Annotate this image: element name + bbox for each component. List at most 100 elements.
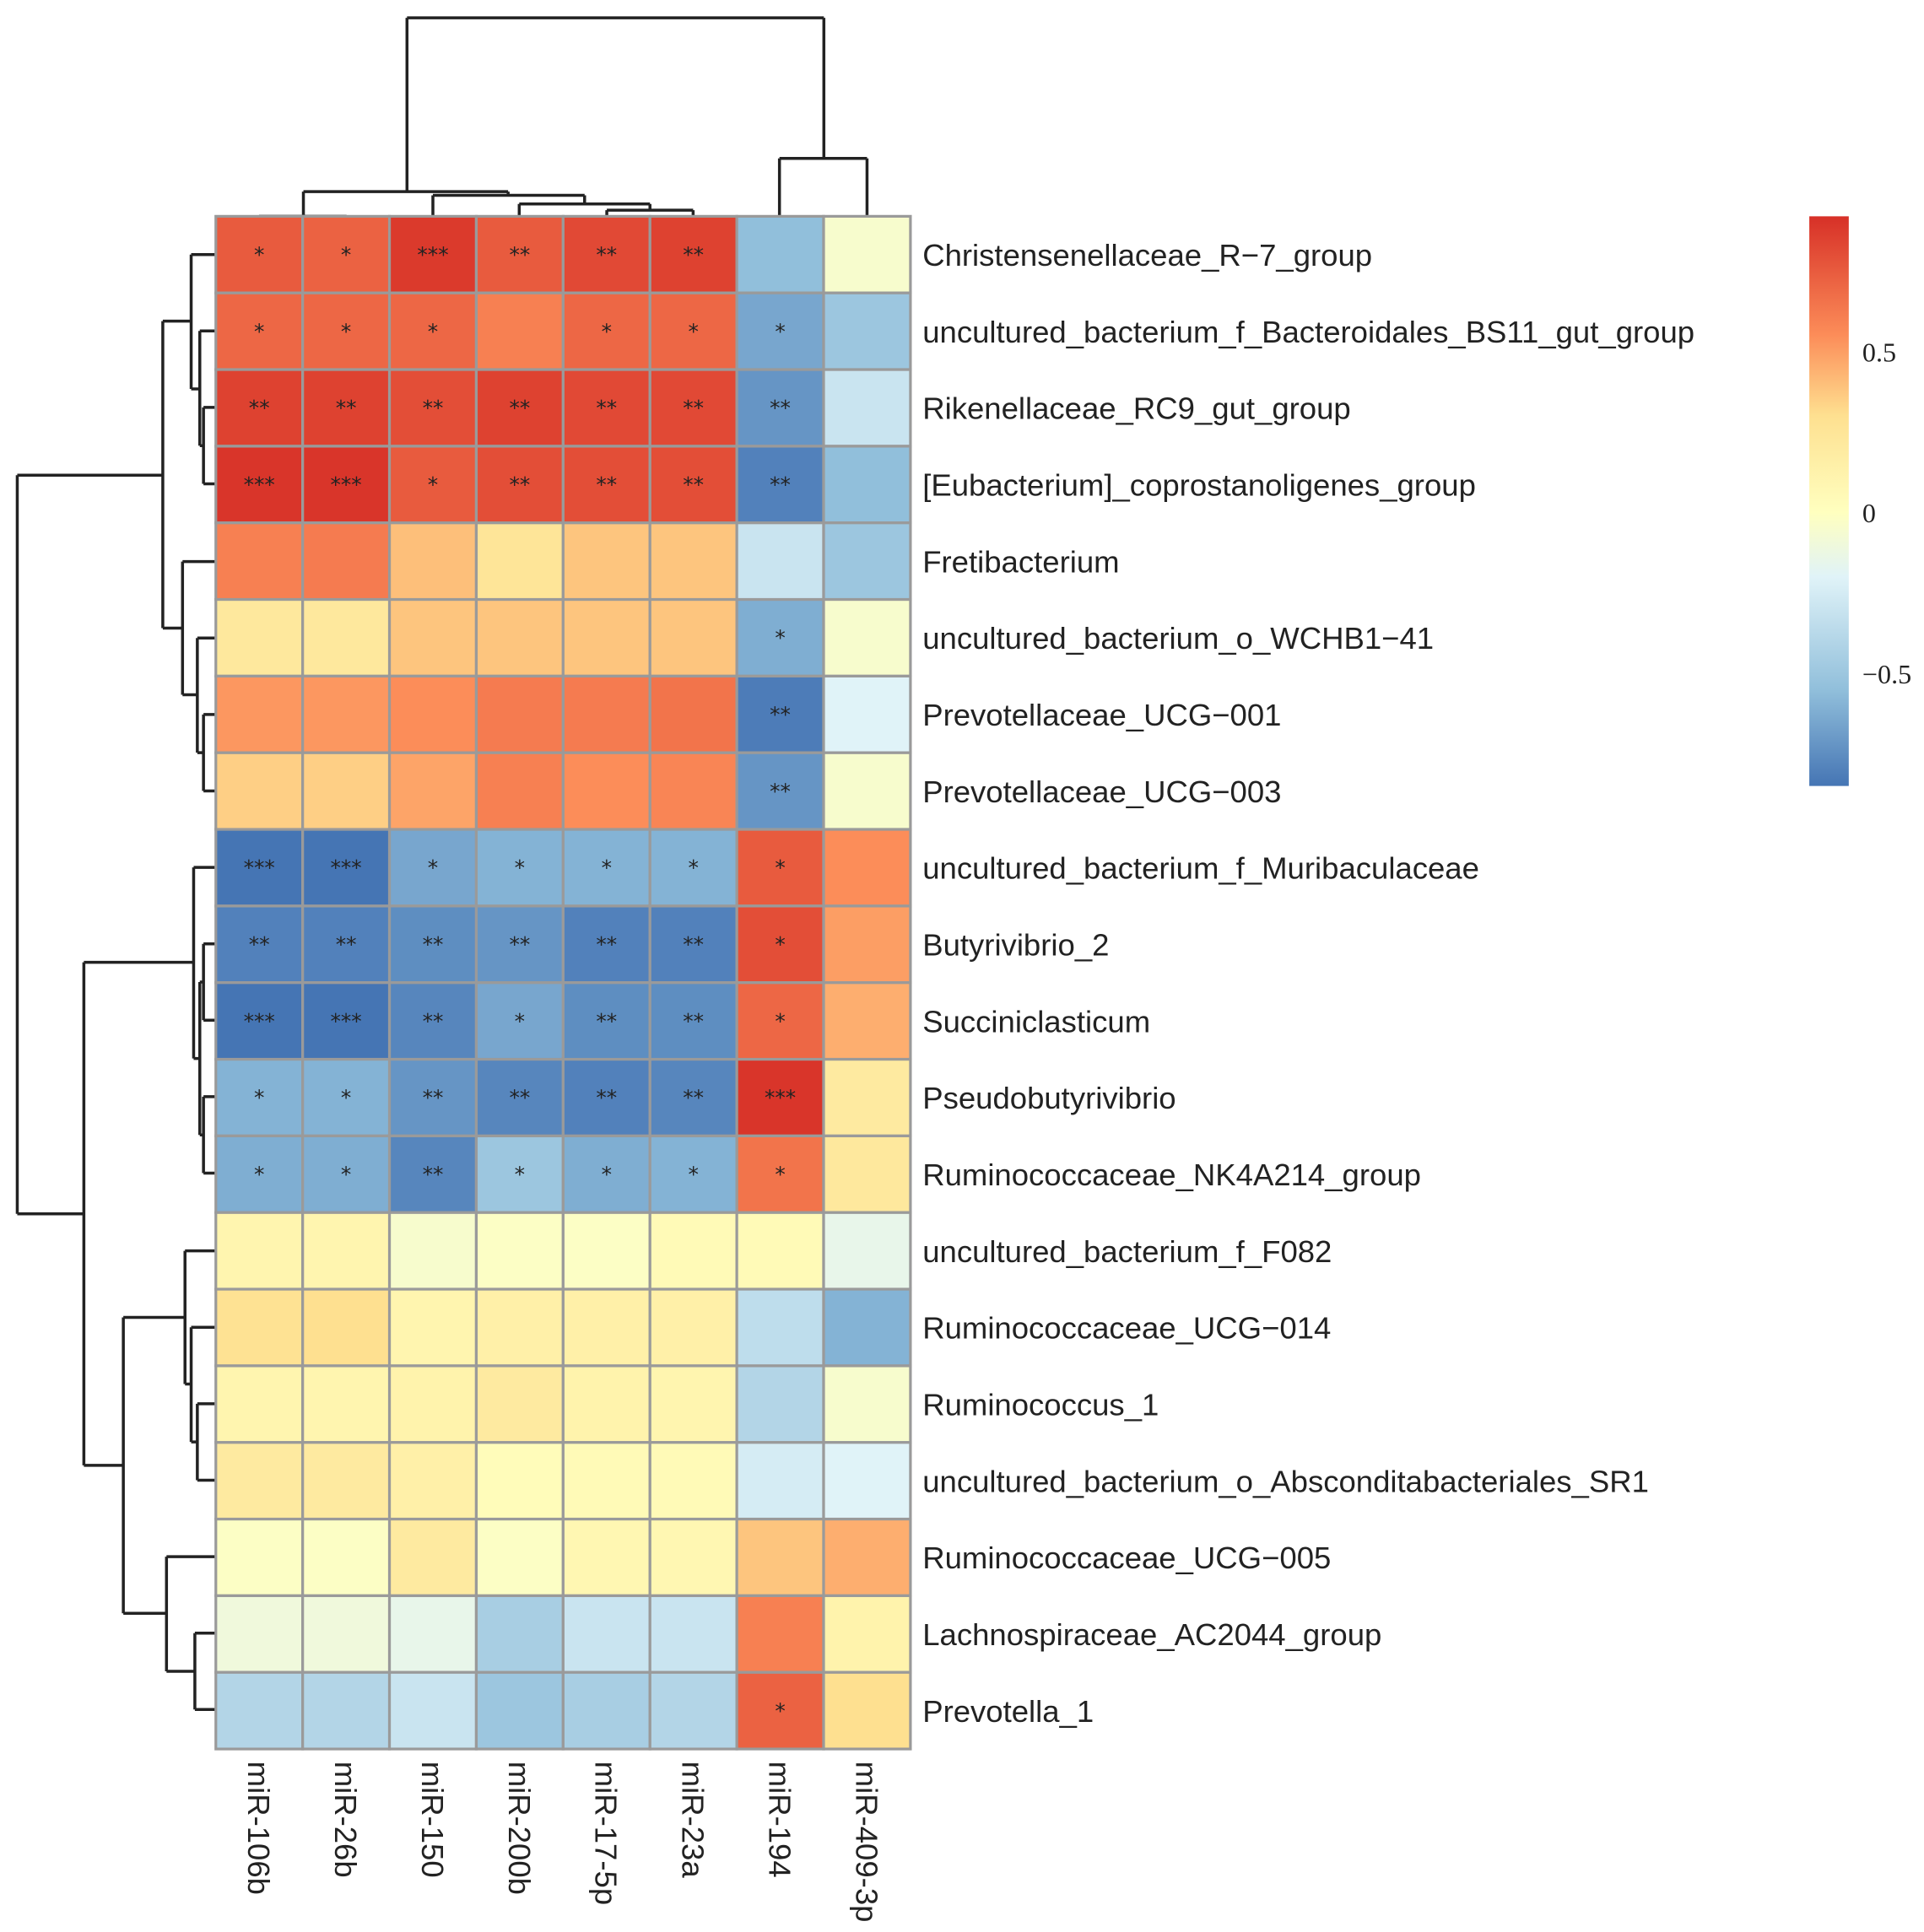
significance-mark: * <box>515 855 525 880</box>
significance-mark: * <box>775 626 785 650</box>
heatmap-cell <box>822 597 912 678</box>
significance-mark: ** <box>596 396 617 420</box>
heatmap-cell <box>301 1517 392 1598</box>
heatmap-cell <box>822 214 912 294</box>
colorbar-tick-label: 0 <box>1862 498 1876 528</box>
heatmap-cell <box>822 1594 912 1674</box>
row-label: uncultured_bacterium_f_Muribaculaceae <box>922 851 1479 886</box>
heatmap-cell <box>561 1594 651 1674</box>
heatmap-cell <box>561 1287 651 1368</box>
heatmap-cell <box>648 214 738 294</box>
heatmap-cell <box>387 674 478 754</box>
heatmap-cell <box>822 1287 912 1368</box>
significance-mark: ** <box>423 932 444 957</box>
significance-mark: * <box>254 1163 264 1187</box>
heatmap-cell <box>474 1057 565 1138</box>
heatmap-cell <box>822 751 912 831</box>
heatmap-cell <box>822 1517 912 1598</box>
heatmap-cell <box>387 521 478 602</box>
significance-mark: *** <box>417 243 448 267</box>
significance-mark: * <box>515 1009 525 1033</box>
heatmap-cell <box>822 1134 912 1214</box>
heatmap-cell <box>822 1211 912 1291</box>
significance-mark: ** <box>423 1086 444 1110</box>
column-label: miR-26b <box>328 1762 363 1878</box>
heatmap-cell <box>474 1287 565 1368</box>
significance-mark: *** <box>330 855 361 880</box>
column-dendrogram <box>258 16 869 219</box>
heatmap-cell <box>387 1441 478 1521</box>
significance-mark: ** <box>336 932 357 957</box>
heatmap-cell <box>474 521 565 602</box>
heatmap-cell <box>301 1134 392 1214</box>
heatmap-cell <box>648 1441 738 1521</box>
heatmap-cell <box>561 751 651 831</box>
significance-mark: ** <box>596 472 617 497</box>
heatmap-cell <box>387 1287 478 1368</box>
heatmap-cell <box>214 445 305 525</box>
significance-mark: ** <box>423 396 444 420</box>
heatmap-cell <box>561 1441 651 1521</box>
significance-mark: * <box>254 243 264 267</box>
heatmap-cell <box>387 1057 478 1138</box>
significance-mark: ** <box>423 1163 444 1187</box>
row-label: Prevotella_1 <box>922 1694 1094 1729</box>
row-label: uncultured_bacterium_f_F082 <box>922 1234 1332 1269</box>
significance-mark: * <box>775 932 785 957</box>
column-label: miR-150 <box>415 1762 450 1878</box>
heatmap-cell <box>648 597 738 678</box>
heatmap-cell <box>822 368 912 448</box>
heatmap-cell <box>301 1364 392 1444</box>
row-label: Ruminococcaceae_NK4A214_group <box>922 1158 1421 1192</box>
heatmap-cell <box>648 981 738 1061</box>
heatmap-cell <box>648 904 738 985</box>
heatmap-cell <box>301 1594 392 1674</box>
significance-mark: ** <box>596 1086 617 1110</box>
significance-mark: * <box>341 319 351 343</box>
significance-mark: ** <box>683 243 704 267</box>
heatmap-cell <box>301 828 392 908</box>
significance-mark: ** <box>596 1009 617 1033</box>
significance-mark: *** <box>244 472 275 497</box>
heatmap-cell <box>214 1594 305 1674</box>
significance-mark: * <box>602 1163 612 1187</box>
heatmap-cell <box>648 751 738 831</box>
significance-mark: ** <box>770 779 791 803</box>
row-label: Succiniclasticum <box>922 1004 1150 1039</box>
significance-mark: * <box>254 1086 264 1110</box>
heatmap-cell <box>561 1211 651 1291</box>
heatmap-cell <box>474 597 565 678</box>
heatmap-cell <box>301 1670 392 1751</box>
heatmap-cell <box>474 1670 565 1751</box>
heatmap-cell <box>648 1670 738 1751</box>
heatmap-cell <box>822 674 912 754</box>
heatmap-cell <box>301 521 392 602</box>
heatmap-cell <box>561 1670 651 1751</box>
significance-mark: * <box>341 1086 351 1110</box>
significance-mark: ** <box>683 396 704 420</box>
heatmap-cell <box>822 291 912 371</box>
row-label: Rikenellaceae_RC9_gut_group <box>922 391 1351 426</box>
heatmap-cell <box>561 368 651 448</box>
heatmap-cell <box>387 751 478 831</box>
heatmap-cell <box>301 597 392 678</box>
colorbar-legend: 0.5 0 −0.5 <box>1809 216 1911 786</box>
significance-mark: ** <box>770 703 791 727</box>
significance-mark: ** <box>683 1009 704 1033</box>
heatmap-cell <box>214 904 305 985</box>
significance-mark: ** <box>683 1086 704 1110</box>
heatmap-cell <box>822 828 912 908</box>
row-label: [Eubacterium]_coprostanoligenes_group <box>922 467 1476 502</box>
heatmap-cell <box>214 751 305 831</box>
heatmap-cell <box>474 1364 565 1444</box>
heatmap-cell <box>648 1517 738 1598</box>
heatmap-cells: * * *** ** ** *** * * * * *** ** ** ** ** ** ***** *** * **… <box>214 214 912 1751</box>
heatmap-cell <box>474 368 565 448</box>
heatmap-cell <box>735 521 825 602</box>
significance-mark: * <box>775 1163 785 1187</box>
heatmap-cell <box>648 1594 738 1674</box>
heatmap-cell <box>301 368 392 448</box>
column-labels: miR-106b miR-26b miR-150 miR-200b miR-17-5p m… <box>241 1762 884 1923</box>
row-labels: Christensenellaceae_R−7_group uncultured_… <box>922 238 1694 1729</box>
